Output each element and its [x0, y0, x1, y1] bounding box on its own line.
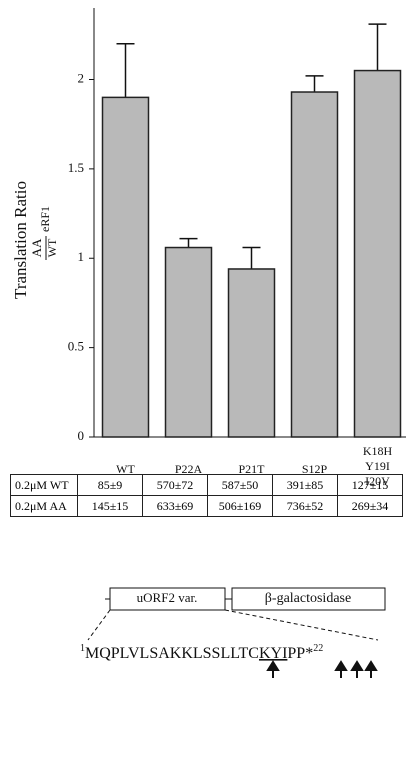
x-tick-label: S12P [301, 462, 328, 476]
bar [101, 96, 150, 438]
seq-start: 1 [80, 643, 85, 654]
fraction-numerator: AA [29, 238, 44, 257]
x-tick-label: P22A [174, 462, 203, 476]
bar [290, 91, 339, 438]
box [231, 587, 386, 611]
dashed-link [224, 609, 379, 641]
y-tick-label: 2 [78, 70, 85, 85]
table-cell: 269±34 [337, 495, 403, 517]
table-cell: 391±85 [272, 474, 338, 496]
y-axis-title: Translation Ratio [11, 181, 30, 299]
row-header: 0.2μM AA [10, 495, 78, 517]
x-tick-label: K18H Y19I I20V [362, 444, 393, 488]
box [109, 587, 226, 611]
arrows [266, 660, 378, 678]
diagram: uORF2 var. β-galactosidase 1MQPLVLSAKKLS… [80, 587, 386, 678]
bar [164, 246, 213, 438]
y-tick-label: 1 [78, 249, 85, 264]
row-header: 0.2μM WT [10, 474, 78, 496]
table-row: 0.2μM AA 145±15 633±69 506±169 736±52 269±34 [10, 495, 403, 517]
seq-part: MQPLVLSAKKLSSLLTC [85, 645, 259, 662]
y-tick-label: 0 [78, 428, 85, 443]
chart: Translation Ratio AA WT eRF1 0 0.5 1 1.5 2 [11, 8, 406, 443]
dashed-link [87, 609, 111, 641]
box-label: β-galactosidase [265, 591, 351, 606]
table-cell: 145±15 [77, 495, 143, 517]
seq-end: 22 [313, 643, 323, 654]
box-label: uORF2 var. [137, 590, 198, 605]
y-tick-label: 1.5 [68, 160, 84, 175]
seq-part: PP* [287, 645, 313, 662]
table-row: 0.2μM WT 85±9 570±72 587±50 391±85 127±15 [10, 474, 403, 496]
figure: Translation Ratio AA WT eRF1 0 0.5 1 1.5 2 0… [10, 8, 406, 678]
sequence: 1MQPLVLSAKKLSSLLTCKYIPP*22 [80, 643, 323, 661]
fraction-suffix: eRF1 [38, 206, 52, 232]
x-tick-label: WT [116, 462, 135, 476]
table-cell: 127±15 [337, 474, 403, 496]
data-table: 0.2μM WT 85±9 570±72 587±50 391±85 127±15 0.2μ… [10, 474, 403, 517]
x-tick-label: P21T [238, 462, 265, 476]
seq-part: KYI [259, 645, 287, 662]
bar [353, 69, 402, 438]
table-cell: 587±50 [207, 474, 273, 496]
bar [227, 268, 276, 438]
table-cell: 85±9 [77, 474, 143, 496]
y-tick-label: 0.5 [68, 339, 84, 354]
table-cell: 736±52 [272, 495, 338, 517]
table-cell: 570±72 [142, 474, 208, 496]
table-cell: 633±69 [142, 495, 208, 517]
table-cell: 506±169 [207, 495, 273, 517]
fraction-denominator: WT [45, 238, 59, 257]
y-label: Translation Ratio AA WT eRF1 [11, 181, 59, 299]
